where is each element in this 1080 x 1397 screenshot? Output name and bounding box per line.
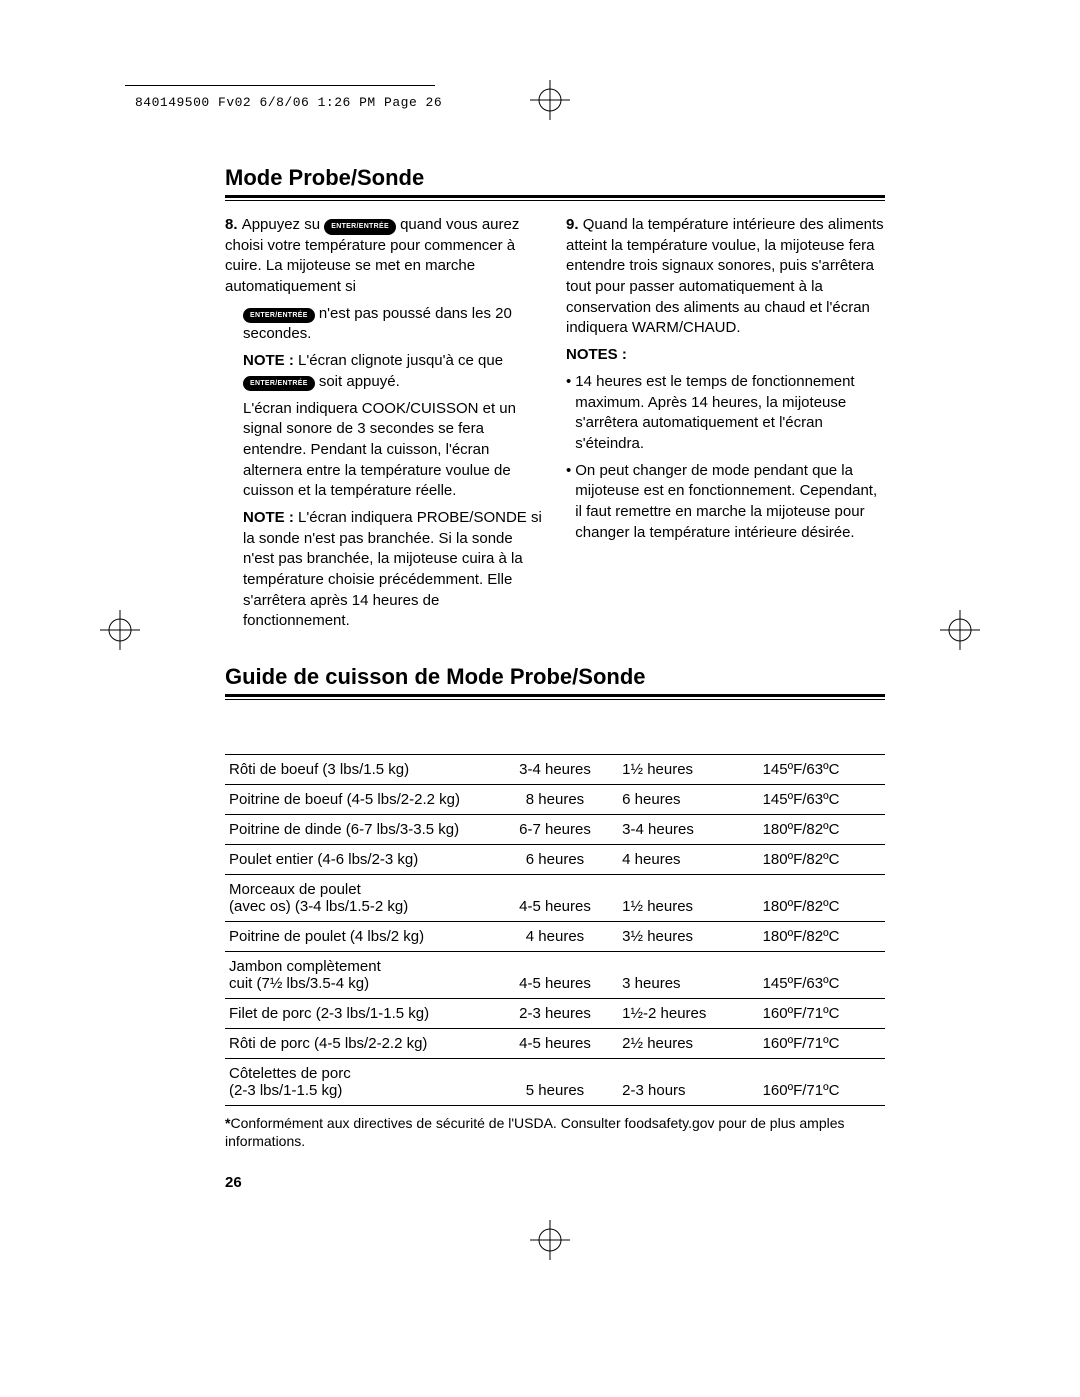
table-row: Rôti de porc (4-5 lbs/2-2.2 kg)4-5 heure…: [225, 1028, 885, 1058]
bullet-1: • 14 heures est le temps de fonctionneme…: [566, 372, 885, 455]
note-label: NOTE :: [243, 509, 294, 526]
table-cell: 3-4 heures: [492, 754, 618, 784]
section-cooking-guide: Guide de cuisson de Mode Probe/Sonde Rôt…: [225, 664, 885, 1191]
step-number: 8.: [225, 216, 242, 233]
header-info: 840149500 Fv02 6/8/06 1:26 PM Page 26: [135, 95, 442, 110]
table-cell: 180ºF/82ºC: [759, 844, 885, 874]
table-cell: 2-3 hours: [618, 1058, 758, 1105]
table-cell: 180ºF/82ºC: [759, 874, 885, 921]
table-cell: 2-3 heures: [492, 998, 618, 1028]
heading-rule: [225, 195, 885, 201]
table-cell: Rôti de porc (4-5 lbs/2-2.2 kg): [225, 1028, 492, 1058]
table-cell: 6 heures: [492, 844, 618, 874]
page-number: 26: [225, 1174, 885, 1191]
table-cell: Poitrine de poulet (4 lbs/2 kg): [225, 921, 492, 951]
page-content: Mode Probe/Sonde 8. Appuyez su ENTER/ENT…: [225, 165, 885, 1191]
table-cell: 160ºF/71ºC: [759, 1028, 885, 1058]
table-row: Poitrine de boeuf (4-5 lbs/2-2.2 kg)8 he…: [225, 784, 885, 814]
table-row: Rôti de boeuf (3 lbs/1.5 kg)3-4 heures1½…: [225, 754, 885, 784]
table-cell: Jambon complètementcuit (7½ lbs/3.5-4 kg…: [225, 951, 492, 998]
table-header-row: [225, 714, 885, 754]
table-row: Poitrine de poulet (4 lbs/2 kg)4 heures3…: [225, 921, 885, 951]
table-cell: 4 heures: [492, 921, 618, 951]
table-header: [492, 714, 618, 754]
table-cell: 1½ heures: [618, 754, 758, 784]
table-row: Côtelettes de porc(2-3 lbs/1-1.5 kg)5 he…: [225, 1058, 885, 1105]
table-cell: 180ºF/82ºC: [759, 814, 885, 844]
step-8: 8. Appuyez su ENTER/ENTRÉE quand vous au…: [225, 215, 544, 298]
table-cell: 160ºF/71ºC: [759, 1058, 885, 1105]
table-cell: 3½ heures: [618, 921, 758, 951]
crop-mark-left: [100, 610, 140, 650]
column-right: 9. Quand la température intérieure des a…: [566, 215, 885, 638]
enter-badge-icon: ENTER/ENTRÉE: [243, 308, 315, 324]
bullet-icon: •: [566, 372, 571, 455]
step-8-screen: L'écran indiquera COOK/CUISSON et un sig…: [243, 399, 544, 502]
table-cell: 4-5 heures: [492, 1028, 618, 1058]
table-header: [618, 714, 758, 754]
table-row: Jambon complètementcuit (7½ lbs/3.5-4 kg…: [225, 951, 885, 998]
table-cell: Rôti de boeuf (3 lbs/1.5 kg): [225, 754, 492, 784]
table-cell: Côtelettes de porc(2-3 lbs/1-1.5 kg): [225, 1058, 492, 1105]
column-left: 8. Appuyez su ENTER/ENTRÉE quand vous au…: [225, 215, 544, 638]
table-cell: 145ºF/63ºC: [759, 754, 885, 784]
table-cell: 1½-2 heures: [618, 998, 758, 1028]
table-cell: 4 heures: [618, 844, 758, 874]
table-cell: 1½ heures: [618, 874, 758, 921]
table-cell: Morceaux de poulet(avec os) (3-4 lbs/1.5…: [225, 874, 492, 921]
table-cell: 180ºF/82ºC: [759, 921, 885, 951]
table-cell: Filet de porc (2-3 lbs/1-1.5 kg): [225, 998, 492, 1028]
table-cell: 145ºF/63ºC: [759, 951, 885, 998]
table-cell: 5 heures: [492, 1058, 618, 1105]
table-row: Poitrine de dinde (6-7 lbs/3-3.5 kg)6-7 …: [225, 814, 885, 844]
crop-mark-right: [940, 610, 980, 650]
heading-probe-mode: Mode Probe/Sonde: [225, 165, 885, 191]
note-label: NOTE :: [243, 352, 294, 369]
table-row: Poulet entier (4-6 lbs/2-3 kg)6 heures4 …: [225, 844, 885, 874]
table-cell: 3-4 heures: [618, 814, 758, 844]
table-cell: 4-5 heures: [492, 951, 618, 998]
table-row: Morceaux de poulet(avec os) (3-4 lbs/1.5…: [225, 874, 885, 921]
table-row: Filet de porc (2-3 lbs/1-1.5 kg)2-3 heur…: [225, 998, 885, 1028]
footnote: *Conformément aux directives de sécurité…: [225, 1114, 885, 1150]
bullet-2: • On peut changer de mode pendant que la…: [566, 461, 885, 544]
table-cell: 145ºF/63ºC: [759, 784, 885, 814]
notes-heading: NOTES :: [566, 345, 885, 366]
table-header: [225, 714, 492, 754]
table-cell: Poitrine de boeuf (4-5 lbs/2-2.2 kg): [225, 784, 492, 814]
table-cell: Poulet entier (4-6 lbs/2-3 kg): [225, 844, 492, 874]
frame-border-top: [125, 85, 435, 86]
crop-mark-top: [530, 80, 570, 120]
table-cell: 6-7 heures: [492, 814, 618, 844]
table-cell: 8 heures: [492, 784, 618, 814]
table-header: [759, 714, 885, 754]
heading-cooking-guide: Guide de cuisson de Mode Probe/Sonde: [225, 664, 885, 690]
table-cell: 3 heures: [618, 951, 758, 998]
step-8-cont: ENTER/ENTRÉE n'est pas poussé dans les 2…: [243, 304, 544, 345]
bullet-icon: •: [566, 461, 571, 544]
table-cell: 4-5 heures: [492, 874, 618, 921]
note-1: NOTE : L'écran clignote jusqu'à ce que E…: [243, 351, 544, 392]
table-cell: Poitrine de dinde (6-7 lbs/3-3.5 kg): [225, 814, 492, 844]
step-9: 9. Quand la température intérieure des a…: [566, 215, 885, 339]
crop-mark-bottom: [530, 1220, 570, 1260]
enter-badge-icon: ENTER/ENTRÉE: [243, 376, 315, 392]
two-columns: 8. Appuyez su ENTER/ENTRÉE quand vous au…: [225, 215, 885, 638]
table-cell: 6 heures: [618, 784, 758, 814]
table-cell: 160ºF/71ºC: [759, 998, 885, 1028]
step-number: 9.: [566, 216, 583, 233]
table-cell: 2½ heures: [618, 1028, 758, 1058]
cooking-table: Rôti de boeuf (3 lbs/1.5 kg)3-4 heures1½…: [225, 714, 885, 1106]
heading-rule: [225, 694, 885, 700]
enter-badge-icon: ENTER/ENTRÉE: [324, 219, 396, 235]
note-2: NOTE : L'écran indiquera PROBE/SONDE si …: [243, 508, 544, 632]
